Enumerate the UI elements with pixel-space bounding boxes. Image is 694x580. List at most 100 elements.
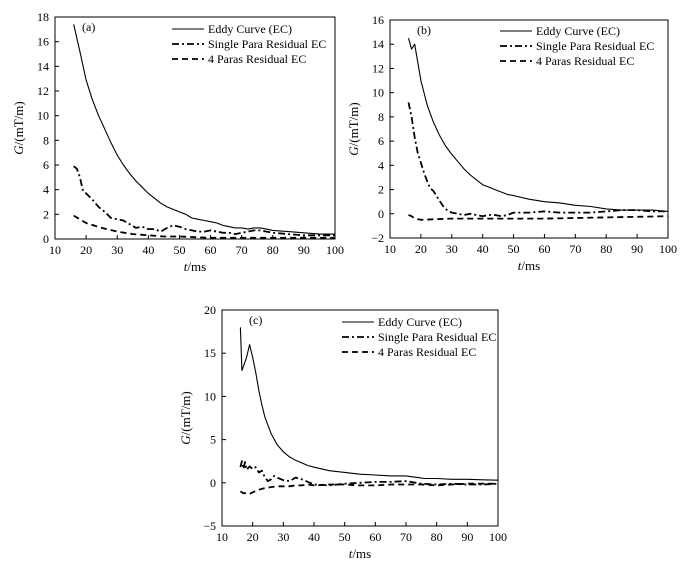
x-tick-label: 80 [267, 243, 279, 257]
x-axis-variable: t [184, 259, 188, 274]
x-axis-title: t/ms [184, 259, 206, 274]
legend-label: Eddy Curve (EC) [208, 22, 292, 36]
x-axis-unit: /ms [521, 258, 540, 273]
y-tick-label: 16 [372, 13, 384, 27]
x-tick-label: 20 [247, 530, 259, 544]
x-tick-label: 70 [400, 530, 412, 544]
series-line-dashdot [407, 102, 668, 218]
y-tick-label: −5 [203, 519, 216, 533]
x-tick-label: 30 [277, 530, 289, 544]
panel-label: (b) [417, 23, 431, 37]
x-tick-label: 60 [205, 243, 217, 257]
y-tick-label: 0 [210, 476, 216, 490]
x-tick-label: 80 [431, 530, 443, 544]
plot-frame [221, 309, 499, 527]
legend-label: Eddy Curve (EC) [536, 24, 620, 38]
series-line-dashed [408, 214, 669, 221]
x-tick-label: 70 [236, 243, 248, 257]
x-tick-label: 30 [446, 242, 458, 256]
y-axis-variable: G [346, 146, 361, 156]
y-axis-variable: G [11, 145, 26, 155]
x-tick-label: 50 [173, 243, 185, 257]
chart-panel-3: 10 20 30 40 50 60 70 80 90 100 −5 0 5 10 15 20 t/ms G/(mT… [178, 303, 507, 561]
y-tick-label: 20 [204, 303, 216, 317]
series-line-dashdot [239, 460, 499, 487]
y-tick-label: 8 [378, 110, 384, 124]
series-line-solid [73, 24, 335, 235]
legend-label: Eddy Curve (EC) [378, 315, 462, 329]
y-axis-unit: /(mT/m) [178, 391, 193, 435]
x-axis-variable: t [518, 258, 522, 273]
series-line-dashed [239, 482, 498, 495]
x-tick-label: 50 [339, 530, 351, 544]
y-axis-title: G/(mT/m) [346, 102, 361, 155]
y-tick-label: 10 [204, 389, 216, 403]
y-tick-label: 6 [43, 158, 49, 172]
x-tick-label: 50 [508, 242, 520, 256]
x-axis-unit: /ms [187, 259, 206, 274]
x-tick-label: 40 [142, 243, 154, 257]
y-tick-label: 12 [37, 84, 49, 98]
legend-label: Single Para Residual EC [208, 37, 326, 51]
x-tick-label: 60 [538, 242, 550, 256]
x-tick-label: 100 [489, 530, 507, 544]
plot-frame [389, 19, 669, 239]
x-tick-label: 100 [659, 242, 677, 256]
y-tick-label: 8 [43, 133, 49, 147]
y-axis-title: G/(mT/m) [178, 391, 193, 444]
x-tick-label: 60 [369, 530, 381, 544]
y-tick-label: 0 [43, 232, 49, 246]
panel-label: (c) [249, 313, 262, 327]
y-tick-label: 2 [43, 207, 49, 221]
x-tick-label: 10 [384, 242, 396, 256]
y-tick-label: 15 [204, 346, 216, 360]
y-tick-label: −2 [371, 231, 384, 245]
legend-label: 4 Paras Residual EC [208, 52, 306, 66]
y-tick-label: 12 [372, 61, 384, 75]
legend-label: 4 Paras Residual EC [536, 54, 634, 68]
series-line-dashdot [73, 165, 335, 237]
x-tick-label: 30 [111, 243, 123, 257]
legend-label: 4 Paras Residual EC [378, 345, 476, 359]
panel-label: (a) [82, 20, 95, 34]
y-tick-label: 6 [378, 134, 384, 148]
chart-panel-2: 10 20 30 40 50 60 70 80 90 100 −2 0 2 4 6 8 10 12 14 16 t/ms… [346, 13, 677, 273]
y-axis-title: G/(mT/m) [11, 101, 26, 154]
series-line-solid [239, 327, 499, 481]
x-tick-label: 70 [569, 242, 581, 256]
legend-label: Single Para Residual EC [378, 330, 496, 344]
x-axis-title: t/ms [518, 258, 540, 273]
series-line-dashed [73, 214, 335, 239]
y-tick-label: 18 [37, 10, 49, 24]
y-axis-variable: G [178, 435, 193, 445]
y-tick-label: 14 [37, 59, 49, 73]
y-tick-label: 4 [43, 183, 49, 197]
x-tick-label: 80 [600, 242, 612, 256]
x-tick-label: 90 [461, 530, 473, 544]
x-axis-variable: t [349, 546, 353, 561]
y-tick-label: 4 [378, 158, 384, 172]
y-tick-label: 10 [37, 109, 49, 123]
chart-panel-1: 10 20 30 40 50 60 70 80 90 100 0 2 4 6 8 10 12 14 16 18 t/ms… [11, 10, 344, 274]
y-tick-label: 10 [372, 86, 384, 100]
x-tick-label: 90 [298, 243, 310, 257]
y-tick-label: 2 [378, 183, 384, 197]
x-tick-label: 90 [631, 242, 643, 256]
y-tick-label: 5 [210, 433, 216, 447]
plot-frame [54, 16, 336, 240]
legend-label: Single Para Residual EC [536, 39, 654, 53]
series-line-solid [407, 38, 669, 212]
x-tick-label: 20 [415, 242, 427, 256]
x-tick-label: 20 [80, 243, 92, 257]
y-tick-label: 16 [37, 35, 49, 49]
x-tick-label: 100 [326, 243, 344, 257]
x-tick-label: 10 [216, 530, 228, 544]
y-tick-label: 14 [372, 37, 384, 51]
x-axis-title: t/ms [349, 546, 371, 561]
x-tick-label: 10 [49, 243, 61, 257]
y-tick-label: 0 [378, 207, 384, 221]
x-tick-label: 40 [308, 530, 320, 544]
y-axis-unit: /(mT/m) [11, 101, 26, 145]
x-tick-label: 40 [477, 242, 489, 256]
